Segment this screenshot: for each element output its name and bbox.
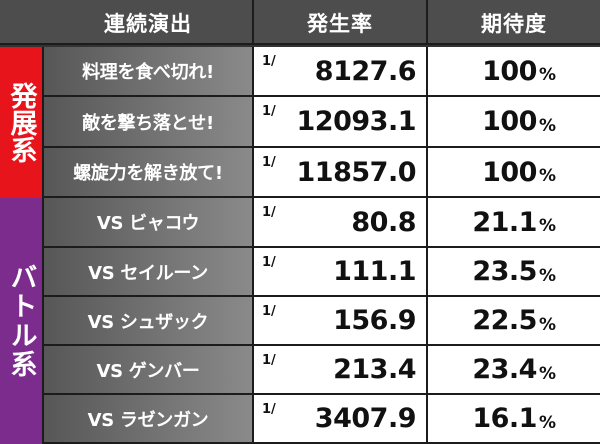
expectation-cell: 100% [426,148,600,198]
expectation-unit: % [538,265,556,286]
expectation-value: 16.1 [472,403,537,434]
table-header: 連続演出 発生率 期待度 [0,0,600,45]
expectation-value: 22.5 [472,305,537,336]
table-row: 敵を撃ち落とせ! 1/12093.1 100% [44,97,600,148]
rate-value: 8127.6 [314,55,417,87]
rate-denominator-prefix: 1/ [262,402,276,417]
rate-value: 156.9 [333,305,416,336]
expectation-unit: % [538,65,556,85]
rate-cell: 1/213.4 [252,346,426,395]
rate-cell: 1/111.1 [252,248,426,297]
table-row: VS セイルーン 1/111.1 23.5% [44,248,600,297]
table-row: 螺旋力を解き放て! 1/11857.0 100% [44,148,600,198]
expectation-value: 100 [482,156,537,188]
expectation-cell: 100% [426,97,600,148]
performance-name-cell: VS セイルーン [44,248,252,297]
expectation-cell: 16.1% [426,395,600,444]
performance-name-cell: 敵を撃ち落とせ! [44,97,252,148]
expectation-value: 23.5 [472,256,537,287]
group-label-battle: バトル系 [0,198,44,444]
expectation-unit: % [538,363,556,384]
rate-cell: 1/11857.0 [252,148,426,198]
expectation-unit: % [538,166,556,186]
performance-name-cell: VS ラゼンガン [44,395,252,444]
performance-name-cell: VS ゲンバー [44,346,252,395]
rate-value: 213.4 [333,354,416,385]
expectation-value: 21.1 [472,206,537,238]
table-row: 料理を食べ切れ! 1/8127.6 100% [44,47,600,97]
expectation-value: 23.4 [472,354,537,385]
rate-cell: 1/80.8 [252,198,426,248]
expectation-value: 100 [482,55,537,87]
rate-denominator-prefix: 1/ [262,205,276,220]
expectation-cell: 23.4% [426,346,600,395]
rate-value: 111.1 [333,256,416,287]
expectation-unit: % [538,115,556,136]
expectation-unit: % [538,412,556,433]
header-performance: 連続演出 [104,11,192,36]
table-row: VS シュザック 1/156.9 22.5% [44,297,600,346]
rate-cell: 1/8127.6 [252,47,426,97]
expectation-cell: 23.5% [426,248,600,297]
rate-denominator-prefix: 1/ [262,155,276,170]
rate-denominator-prefix: 1/ [262,304,276,319]
expectation-value: 100 [482,106,537,137]
header-rate: 発生率 [252,0,426,45]
performance-name-cell: VS ビャコウ [44,198,252,248]
table-row: VS ゲンバー 1/213.4 23.4% [44,346,600,395]
group-label-hatten: 発展系 [0,47,44,198]
rate-value: 3407.9 [314,403,417,434]
table-row: VS ラゼンガン 1/3407.9 16.1% [44,395,600,444]
header-expectation: 期待度 [426,0,600,45]
rate-value: 11857.0 [296,156,417,188]
performance-name-cell: VS シュザック [44,297,252,346]
performance-name-cell: 螺旋力を解き放て! [44,148,252,198]
rate-denominator-prefix: 1/ [262,104,276,119]
table-row: VS ビャコウ 1/80.8 21.1% [44,198,600,248]
rate-denominator-prefix: 1/ [262,353,276,368]
rate-cell: 1/3407.9 [252,395,426,444]
rate-cell: 1/12093.1 [252,97,426,148]
rate-denominator-prefix: 1/ [262,255,276,270]
performance-name-cell: 料理を食べ切れ! [44,47,252,97]
expectation-cell: 100% [426,47,600,97]
expectation-unit: % [538,216,556,236]
expectation-unit: % [538,314,556,335]
rate-cell: 1/156.9 [252,297,426,346]
rate-denominator-prefix: 1/ [262,54,276,69]
expectation-cell: 21.1% [426,198,600,248]
expectation-cell: 22.5% [426,297,600,346]
rate-value: 80.8 [351,206,416,238]
rate-value: 12093.1 [296,106,417,137]
